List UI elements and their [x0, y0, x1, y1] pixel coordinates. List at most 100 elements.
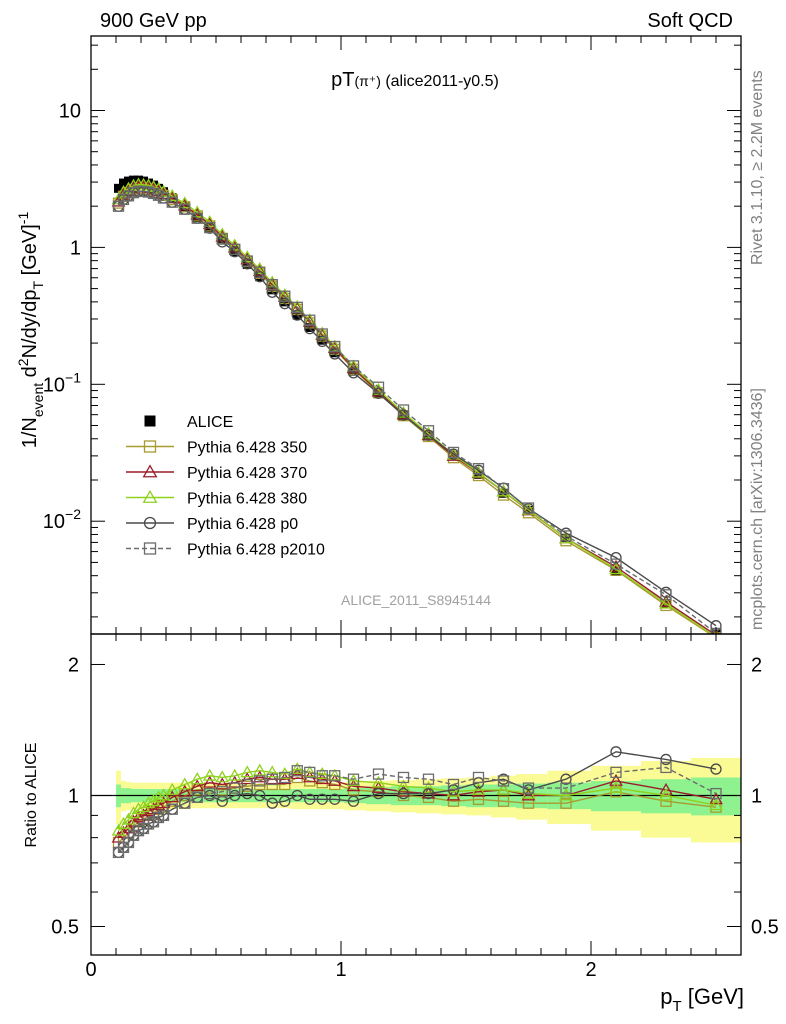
ratio-point-py380 [131, 802, 146, 815]
ratio-point-p2010 [191, 791, 203, 804]
series-point-p0 [610, 551, 622, 564]
main-panel: 10 1 10−1 10−2 [43, 35, 742, 635]
series-point-p2010 [204, 221, 216, 234]
legend-label: Pythia 6.428 380 [187, 491, 307, 508]
legend-label: Pythia 6.428 370 [187, 465, 307, 482]
alice-point [474, 469, 483, 479]
series-line-py380 [117, 183, 713, 634]
ratio-point-p0 [347, 795, 360, 807]
series-point-py370 [265, 277, 280, 290]
ratio-point-p2010 [660, 761, 672, 774]
rivet-label: Rivet 3.1.10, ≥ 2.2M events [749, 70, 766, 265]
legend-marker-py370 [142, 464, 158, 478]
ratio-point-py380 [709, 798, 723, 811]
series-point-p2010 [279, 290, 291, 302]
series-point-py380 [290, 299, 305, 312]
y-tick-label: 10 [59, 100, 81, 122]
ratio-series-p2010 [112, 761, 722, 859]
legend-label: ALICE [187, 414, 233, 431]
legend-item-py380: Pythia 6.428 380 [126, 489, 307, 508]
ratio-point-p2010 [610, 766, 622, 779]
xlabel: pT [GeV] [660, 984, 744, 1015]
ratio-point-py380 [371, 775, 386, 788]
series-point-p2010 [372, 381, 385, 393]
ratio-ylabel: Ratio to ALICE [23, 743, 40, 848]
series-point-py380 [165, 189, 180, 202]
series-p0 [112, 185, 722, 632]
series-point-py380 [302, 313, 317, 326]
ratio-point-py380 [315, 767, 330, 780]
ratio-point-py370 [141, 804, 156, 817]
series-point-p2010 [304, 314, 316, 326]
ratio-point-py380 [240, 765, 255, 778]
series-point-py380 [659, 596, 673, 609]
series-point-p2010 [472, 463, 485, 475]
series-point-p2010 [560, 530, 572, 542]
ratio-point-p0 [422, 787, 435, 800]
ratio-point-p0 [279, 795, 291, 807]
ratio-point-py380 [146, 794, 161, 807]
ratio-point-py380 [396, 779, 411, 792]
series-point-p0 [329, 348, 341, 360]
ratio-point-py380 [421, 781, 436, 794]
plot-title-particle: (π⁺) [354, 73, 380, 89]
series-point-py370 [302, 314, 317, 327]
ratio-point-p2010 [329, 770, 341, 782]
ratio-point-py380 [190, 772, 205, 785]
ratio-point-p2010 [497, 775, 510, 787]
legend-item-p2010: Pythia 6.428 p2010 [126, 542, 325, 559]
ratio-point-py380 [121, 812, 136, 825]
legend-marker-p0 [143, 516, 157, 530]
main-y-ticks: 10 1 10−1 10−2 [43, 44, 741, 618]
ratio-point-py380 [327, 768, 342, 781]
series-point-py370 [421, 428, 436, 441]
legend-label: Pythia 6.428 p0 [187, 516, 298, 533]
series-point-p2010 [179, 203, 191, 215]
y-tick-label: 1 [70, 237, 81, 259]
ratio-point-p0 [710, 763, 722, 775]
x-tick-label: 2 [585, 959, 596, 981]
ratio-y-tick-label-right: 2 [751, 654, 762, 676]
series-point-p0 [316, 335, 328, 348]
ratio-point-p2010 [397, 771, 410, 784]
ratio-point-p2010 [279, 771, 291, 784]
plot-title-main: pT [331, 69, 354, 91]
series-point-p2010 [191, 212, 203, 224]
ratio-y-tick-label-left: 1 [68, 785, 79, 807]
ratio-y-ticks: 2 2 1 1 0.5 0.5 [51, 654, 779, 938]
alice-point [217, 235, 227, 245]
ratio-point-p0 [266, 797, 278, 809]
series-point-py380 [609, 561, 623, 575]
y-tick-label: 10−2 [43, 506, 81, 533]
ratio-point-p2010 [422, 773, 435, 785]
series-point-p2010 [166, 196, 178, 208]
ratio-curves [91, 746, 741, 859]
ratio-point-p2010 [472, 771, 485, 784]
ratio-y-tick-label-right: 0.5 [751, 916, 779, 938]
ratio-point-py370 [471, 784, 486, 797]
alice-point [280, 297, 290, 307]
plot-title: pT(π⁺) (alice2011-y0.5) [331, 69, 499, 91]
legend-marker-p2010 [143, 542, 157, 555]
series-point-p0 [372, 387, 385, 400]
ratio-point-py370 [177, 784, 192, 797]
legend-marker-data [144, 415, 156, 427]
ratio-point-p0 [229, 789, 241, 802]
series-point-p2010 [397, 404, 410, 416]
main-curves [111, 175, 722, 634]
alice-data [114, 175, 721, 634]
ratio-point-py380 [151, 790, 166, 803]
series-point-py380 [315, 326, 330, 339]
ratio-point-py350 [660, 795, 672, 807]
legend-item-p0: Pythia 6.428 p0 [126, 516, 298, 533]
legend-item-py370: Pythia 6.428 370 [126, 464, 307, 482]
ratio-point-py370 [165, 790, 180, 803]
series-point-p0 [279, 298, 291, 310]
ratio-point-p0 [660, 753, 672, 766]
series-point-p2010 [266, 279, 278, 291]
series-line-p0 [117, 190, 717, 627]
ratio-line-py380 [117, 768, 717, 832]
series-point-p2010 [329, 340, 341, 353]
alice-point [114, 183, 123, 193]
